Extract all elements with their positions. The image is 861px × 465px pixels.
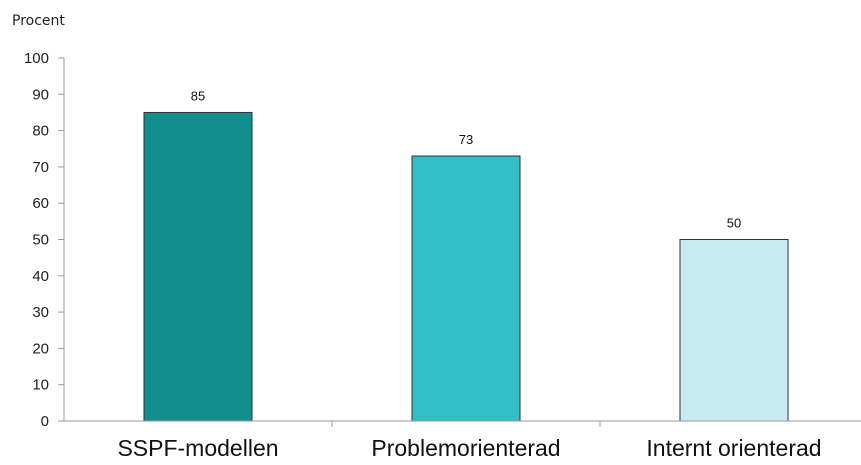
bars bbox=[143, 111, 789, 422]
bar bbox=[411, 155, 521, 422]
y-tick-label: 10 bbox=[32, 377, 49, 394]
y-tick-label: 100 bbox=[24, 50, 49, 67]
y-tick-label: 20 bbox=[32, 340, 49, 357]
y-tick-label: 70 bbox=[32, 159, 49, 176]
y-tick-label: 50 bbox=[32, 232, 49, 249]
x-tick-label: SSPF-modellen bbox=[117, 435, 278, 461]
y-tick-label: 90 bbox=[32, 86, 49, 103]
axes bbox=[63, 58, 861, 427]
x-tick-label: Internt orienterad bbox=[646, 435, 821, 461]
y-tick-label: 30 bbox=[32, 304, 49, 321]
y-axis-ticks: 0 10 20 30 40 50 60 70 80 90 100 bbox=[24, 50, 64, 430]
x-tick-label: Problemorienterad bbox=[371, 435, 560, 461]
data-label: 50 bbox=[727, 216, 741, 231]
x-axis-ticks: SSPF-modellen Problemorienterad Internt or… bbox=[117, 435, 821, 461]
data-label: 85 bbox=[191, 88, 205, 103]
y-tick-label: 0 bbox=[41, 413, 49, 430]
bar bbox=[679, 239, 789, 422]
data-labels: 85 73 50 bbox=[191, 88, 741, 230]
y-axis-label: Procent bbox=[12, 13, 65, 29]
y-tick-label: 60 bbox=[32, 195, 49, 212]
y-tick-label: 40 bbox=[32, 268, 49, 285]
data-label: 73 bbox=[459, 132, 473, 147]
y-tick-label: 80 bbox=[32, 123, 49, 140]
bar bbox=[143, 111, 253, 422]
